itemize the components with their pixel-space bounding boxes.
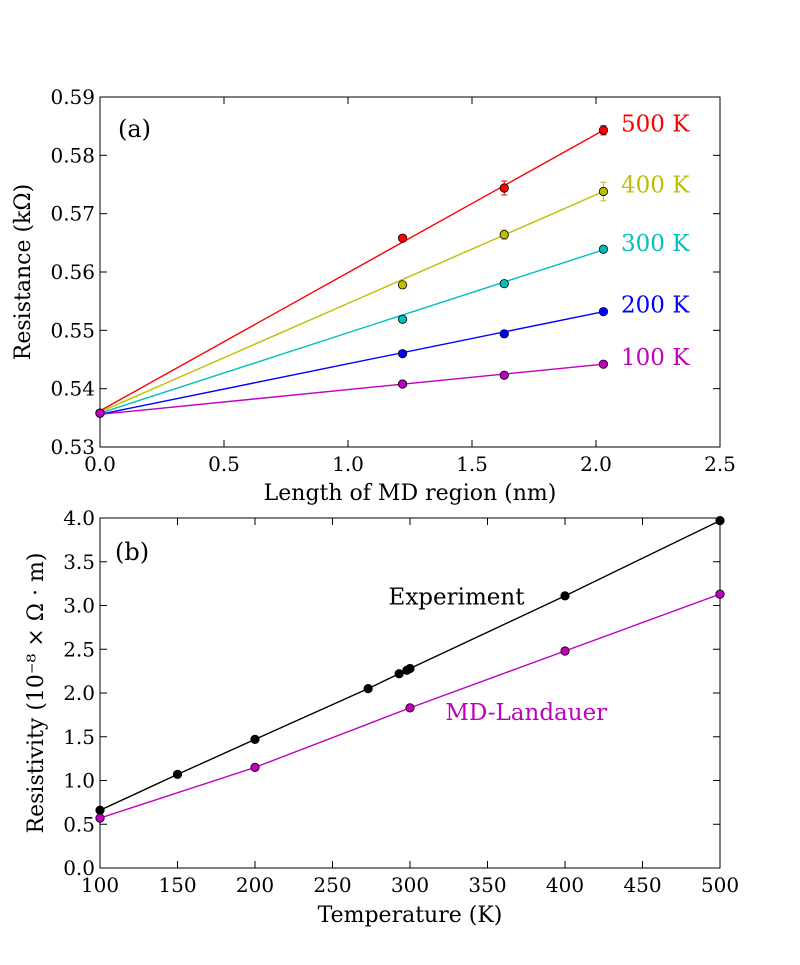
panel-a-x-tick-label: 2.5 bbox=[704, 452, 736, 476]
panel-b-x-tick-label: 300 bbox=[391, 873, 429, 897]
panel-b-y-tick-label: 3.0 bbox=[63, 594, 95, 618]
series-400k-point bbox=[397, 280, 408, 290]
series-500k-label: 500 K bbox=[621, 111, 690, 137]
series-md-landauer-point bbox=[250, 762, 260, 772]
series-300k-fit-line bbox=[99, 249, 604, 414]
series-200k-point bbox=[397, 349, 408, 359]
panel-b-y-tick-label: 1.5 bbox=[63, 725, 95, 749]
panel-b-x-tick-label: 450 bbox=[623, 873, 661, 897]
panel-b-y-tick-label: 2.0 bbox=[63, 681, 95, 705]
panel-a-x-tick-label: 0.5 bbox=[208, 452, 240, 476]
panel-a-y-tick-label: 0.58 bbox=[50, 143, 95, 167]
panel-a-y-axis-label: Resistance (kΩ) bbox=[11, 184, 36, 360]
series-experiment-point bbox=[715, 516, 725, 526]
panel-a-y-tick-label: 0.56 bbox=[50, 260, 95, 284]
series-md-landauer-point bbox=[95, 813, 105, 823]
series-md-landauer-point bbox=[405, 703, 415, 713]
series-300k-point bbox=[598, 244, 609, 254]
panel-a-x-tick-label: 0.0 bbox=[84, 452, 116, 476]
panel-b-x-tick-label: 500 bbox=[701, 873, 739, 897]
panel-b-x-tick-label: 250 bbox=[313, 873, 351, 897]
series-300k-label: 300 K bbox=[621, 231, 690, 257]
series-experiment-point bbox=[172, 769, 183, 779]
panel-b-y-axis-label: Resistivity (10⁻⁸ × Ω · m) bbox=[24, 553, 49, 834]
series-500k-fit-line bbox=[99, 129, 604, 412]
panel-a-y-tick-label: 0.54 bbox=[50, 377, 95, 401]
panel-b-y-tick-label: 2.5 bbox=[63, 637, 95, 661]
panel-a-y-tick-label: 0.55 bbox=[50, 318, 95, 342]
panel-a-x-tick-label: 2.0 bbox=[580, 452, 612, 476]
series-500k-point bbox=[598, 125, 609, 135]
panel-b-label: (b) bbox=[115, 538, 149, 566]
series-200k-point bbox=[598, 307, 609, 317]
panel-a-x-tick-label: 1.5 bbox=[456, 452, 488, 476]
panel-a-label: (a) bbox=[118, 115, 151, 143]
series-400k-point bbox=[499, 230, 509, 240]
series-experiment-point bbox=[250, 734, 260, 744]
series-300k-point bbox=[397, 314, 408, 324]
panel-b-x-tick-label: 150 bbox=[158, 873, 196, 897]
series-300k-point bbox=[499, 279, 509, 289]
series-100k-point bbox=[598, 359, 609, 369]
panel-b-x-tick-label: 200 bbox=[236, 873, 274, 897]
panel-a-axes-frame bbox=[99, 96, 721, 448]
series-100k-label: 100 K bbox=[621, 345, 690, 371]
series-100k-point bbox=[95, 408, 105, 418]
panel-a-y-tick-label: 0.59 bbox=[50, 85, 95, 109]
panel-b-x-tick-label: 400 bbox=[546, 873, 584, 897]
panel-a-x-tick-label: 1.0 bbox=[332, 452, 364, 476]
series-experiment-point bbox=[560, 591, 570, 601]
series-experiment-point bbox=[394, 669, 404, 679]
panel-b-y-tick-label: 4.0 bbox=[63, 506, 95, 530]
series-500k-point bbox=[499, 183, 509, 193]
panel-a-y-tick-label: 0.53 bbox=[50, 435, 95, 459]
panel-b-y-tick-label: 0.5 bbox=[63, 812, 95, 836]
panel-b-axes-frame bbox=[99, 517, 721, 869]
series-200k-label: 200 K bbox=[621, 293, 690, 319]
panel-b-x-tick-label: 100 bbox=[81, 873, 119, 897]
panel-b-x-axis-label: Temperature (K) bbox=[318, 903, 503, 928]
panel-b-y-tick-label: 3.5 bbox=[63, 550, 95, 574]
series-experiment-point bbox=[405, 663, 415, 674]
series-100k-point bbox=[499, 370, 509, 380]
series-200k-point bbox=[499, 329, 509, 339]
series-400k-label: 400 K bbox=[621, 173, 690, 199]
series-experiment-label: Experiment bbox=[389, 585, 526, 611]
series-md-landauer-label: MD-Landauer bbox=[445, 700, 607, 726]
series-experiment-point bbox=[95, 805, 105, 815]
panel-b-y-tick-label: 1.0 bbox=[63, 769, 95, 793]
series-experiment-point bbox=[363, 684, 373, 694]
series-500k-point bbox=[397, 233, 408, 243]
panel-b-x-tick-label: 350 bbox=[468, 873, 506, 897]
series-100k-point bbox=[397, 379, 408, 389]
series-100k-fit-line bbox=[99, 363, 604, 416]
panel-b-resistivity-chart: (b) Temperature (K) Resistivity (10⁻⁸ × … bbox=[24, 506, 739, 928]
panel-a-y-tick-label: 0.57 bbox=[50, 202, 95, 226]
series-md-landauer-point bbox=[560, 646, 570, 656]
series-200k-fit-line bbox=[99, 310, 604, 416]
series-400k-fit-line bbox=[99, 190, 604, 413]
panel-a-x-axis-label: Length of MD region (nm) bbox=[264, 481, 557, 506]
series-400k-point bbox=[598, 186, 609, 197]
panel-b-y-tick-label: 0.0 bbox=[63, 856, 95, 880]
panel-a-resistance-chart: (a) Length of MD region (nm) Resistance … bbox=[11, 85, 736, 506]
series-md-landauer-point bbox=[715, 589, 725, 599]
